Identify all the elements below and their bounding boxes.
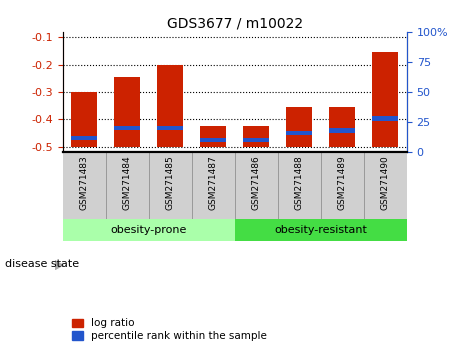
Text: GSM271483: GSM271483 [80,156,89,211]
Bar [157,65,183,147]
Text: GSM271490: GSM271490 [381,156,390,211]
Bar [200,126,226,147]
Bar [329,129,355,133]
Text: GSM271489: GSM271489 [338,156,347,211]
Bar [72,92,97,147]
Bar [244,126,269,147]
Bar [244,138,269,143]
Bar [235,219,407,241]
Bar [329,107,355,147]
Bar [157,126,183,130]
Bar [286,131,312,135]
Legend: log ratio, percentile rank within the sample: log ratio, percentile rank within the sa… [68,314,271,345]
Title: GDS3677 / m10022: GDS3677 / m10022 [167,17,303,31]
Text: disease state: disease state [5,259,79,269]
Polygon shape [55,260,64,270]
Bar [72,136,97,140]
Text: GSM271484: GSM271484 [123,156,132,210]
Bar [200,138,226,143]
Bar [372,116,398,121]
Bar [114,126,140,130]
Bar [372,52,398,147]
Text: GSM271486: GSM271486 [252,156,261,211]
Text: obesity-resistant: obesity-resistant [274,225,367,235]
Text: obesity-prone: obesity-prone [111,225,187,235]
Text: GSM271488: GSM271488 [295,156,304,211]
Bar [286,107,312,147]
Bar [114,77,140,147]
Bar [63,219,235,241]
Text: GSM271485: GSM271485 [166,156,175,211]
Text: GSM271487: GSM271487 [209,156,218,211]
